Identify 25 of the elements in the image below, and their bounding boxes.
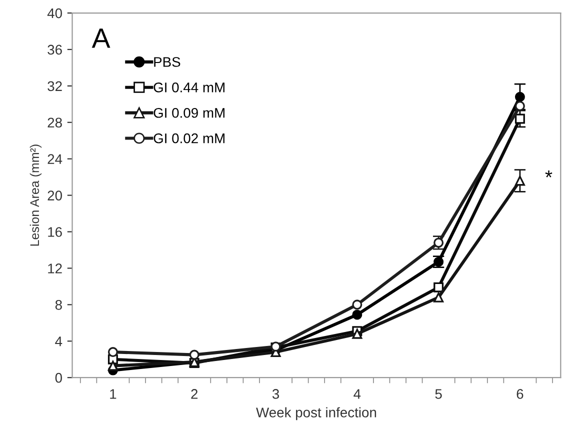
y-tick-label: 0 (55, 372, 62, 383)
y-tick-label: 12 (48, 264, 62, 274)
x-tick-label: 6 (516, 389, 524, 399)
legend-label: GI 0.02 mM (154, 133, 224, 144)
annotation: A (92, 28, 110, 48)
y-tick-label: 36 (48, 44, 62, 55)
legend-label: GI 0.09 mM (154, 108, 224, 118)
x-tick-label: 1 (110, 389, 116, 399)
y-tick-label: 20 (48, 190, 62, 200)
x-tick-label: 3 (272, 389, 280, 399)
y-tick-label: 40 (47, 8, 62, 18)
y-tick-label: 8 (55, 300, 62, 310)
legend-label: PBS (154, 57, 180, 67)
legend-label: GI 0.44 mM (154, 82, 224, 92)
y-tick-label: 16 (48, 227, 62, 237)
y-tick-label: 32 (48, 81, 62, 92)
x-tick-label: 2 (191, 389, 198, 399)
y-tick-label: 4 (55, 336, 62, 346)
x-tick-label: 5 (435, 389, 442, 399)
y-axis-title: Lesion Area (mm²) (30, 144, 42, 246)
annotation: * (545, 170, 552, 178)
y-tick-label: 28 (48, 118, 62, 128)
y-tick-label: 24 (48, 154, 62, 164)
x-tick-label: 4 (354, 389, 361, 399)
x-axis-title: Week post infection (256, 407, 376, 420)
